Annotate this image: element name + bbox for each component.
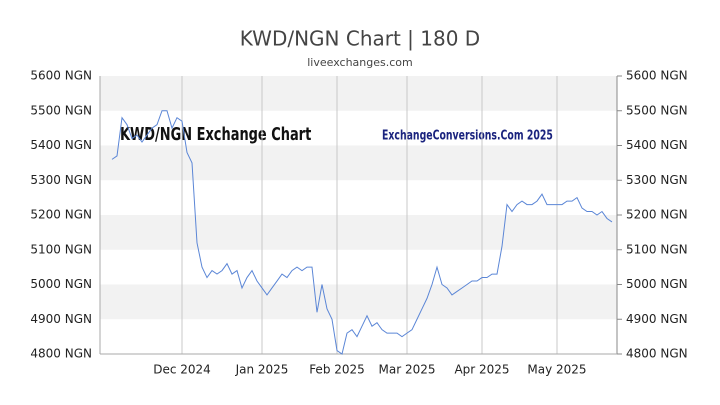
y-tick-label: 5000 NGN bbox=[626, 277, 688, 291]
y-tick-label: 4800 NGN bbox=[30, 347, 92, 361]
grid-band bbox=[100, 215, 617, 250]
y-tick-label: 5400 NGN bbox=[30, 138, 92, 152]
watermark: ExchangeConversions.Com 2025 bbox=[382, 127, 553, 143]
y-tick-label: 5100 NGN bbox=[30, 242, 92, 256]
y-tick-label: 5300 NGN bbox=[626, 173, 688, 187]
x-tick-label: May 2025 bbox=[527, 363, 586, 377]
x-tick-label: Dec 2024 bbox=[153, 363, 211, 377]
grid-band bbox=[100, 145, 617, 181]
chart-title: KWD/NGN Chart | 180 D bbox=[240, 27, 480, 51]
y-tick-label: 5600 NGN bbox=[30, 69, 92, 83]
y-tick-label: 4800 NGN bbox=[626, 347, 688, 361]
line-series bbox=[111, 110, 613, 355]
y-tick-label: 5000 NGN bbox=[30, 277, 92, 291]
x-tick-label: Feb 2025 bbox=[309, 363, 365, 377]
grid-band bbox=[100, 284, 617, 320]
y-tick-label: 5300 NGN bbox=[30, 173, 92, 187]
x-tick-label: Jan 2025 bbox=[235, 363, 289, 377]
y-tick-label: 4900 NGN bbox=[626, 312, 688, 326]
x-tick-label: Apr 2025 bbox=[454, 363, 509, 377]
y-tick-label: 5500 NGN bbox=[30, 103, 92, 117]
y-tick-label: 5200 NGN bbox=[30, 208, 92, 222]
x-tick-label: Mar 2025 bbox=[379, 363, 436, 377]
y-tick-label: 5400 NGN bbox=[626, 138, 688, 152]
y-tick-label: 4900 NGN bbox=[30, 312, 92, 326]
bands bbox=[100, 76, 617, 320]
grid-band bbox=[100, 76, 617, 111]
chart-subtitle: liveexchanges.com bbox=[307, 56, 412, 69]
y-tick-label: 5500 NGN bbox=[626, 103, 688, 117]
y-tick-label: 5200 NGN bbox=[626, 208, 688, 222]
watermark: KWD/NGN Exchange Chart bbox=[120, 123, 312, 145]
y-tick-label: 5100 NGN bbox=[626, 242, 688, 256]
y-tick-label: 5600 NGN bbox=[626, 69, 688, 83]
